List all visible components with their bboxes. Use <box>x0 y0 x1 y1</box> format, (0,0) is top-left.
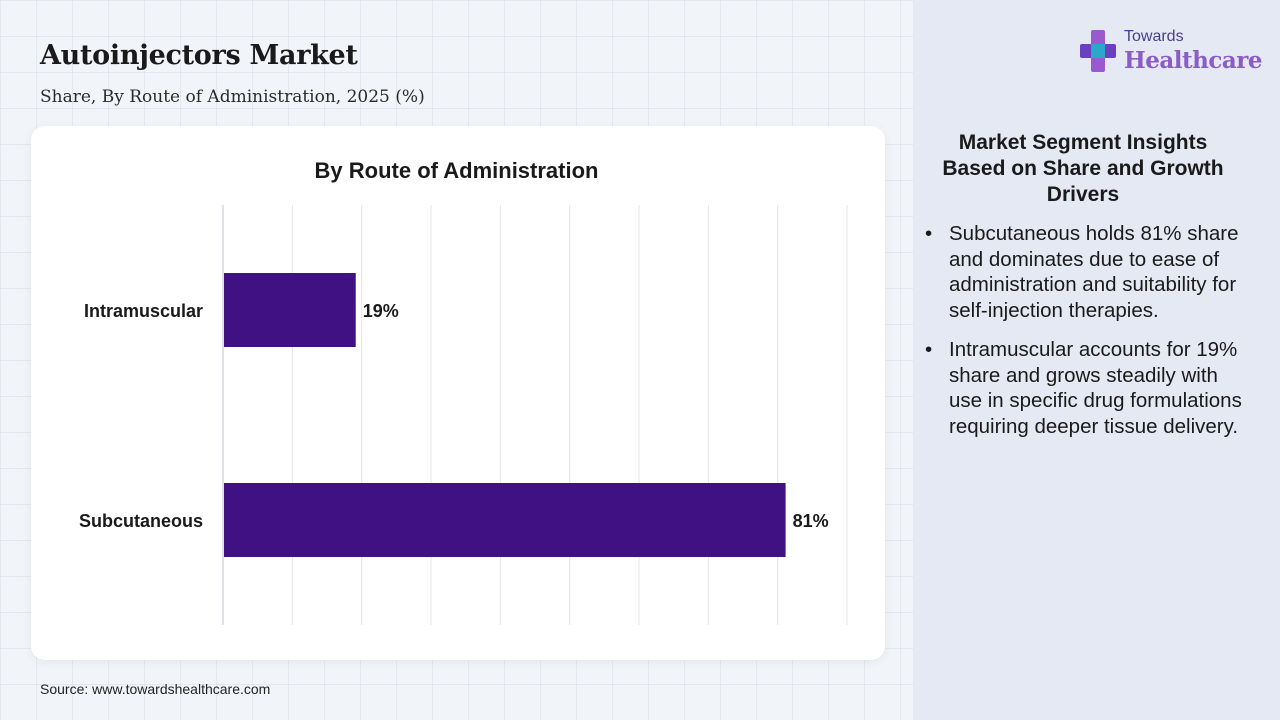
page-title: Autoinjectors Market <box>40 40 358 71</box>
insight-item: • Subcutaneous holds 81% share and domin… <box>925 221 1250 323</box>
insight-item: • Intramuscular accounts for 19% share a… <box>925 337 1250 439</box>
insight-text: Intramuscular accounts for 19% share and… <box>949 338 1242 438</box>
chart-card <box>31 126 885 660</box>
category-label: Intramuscular <box>84 301 203 321</box>
insight-text: Subcutaneous holds 81% share and dominat… <box>949 222 1239 322</box>
insights-list: • Subcutaneous holds 81% share and domin… <box>925 221 1250 453</box>
logo-cross-icon <box>1080 30 1116 72</box>
bullet-icon: • <box>925 222 933 245</box>
chart-title: By Route of Administration <box>314 158 599 183</box>
data-label: 81% <box>793 511 829 531</box>
bar-intramuscular <box>224 273 356 347</box>
bullet-icon: • <box>925 338 933 361</box>
bar-subcutaneous <box>224 483 786 557</box>
source-text: Source: www.towardshealthcare.com <box>40 681 271 697</box>
category-label: Subcutaneous <box>79 511 203 531</box>
page-subtitle: Share, By Route of Administration, 2025 … <box>40 87 425 107</box>
data-label: 19% <box>363 301 399 321</box>
insights-panel <box>913 0 1280 720</box>
insights-title: Market Segment Insights Based on Share a… <box>942 131 1224 206</box>
logo-text-top: Towards <box>1124 28 1184 45</box>
logo-text-main: Healthcare <box>1124 47 1263 74</box>
bar-chart: Intramuscular 19% Subcutaneous 81% <box>79 205 848 625</box>
